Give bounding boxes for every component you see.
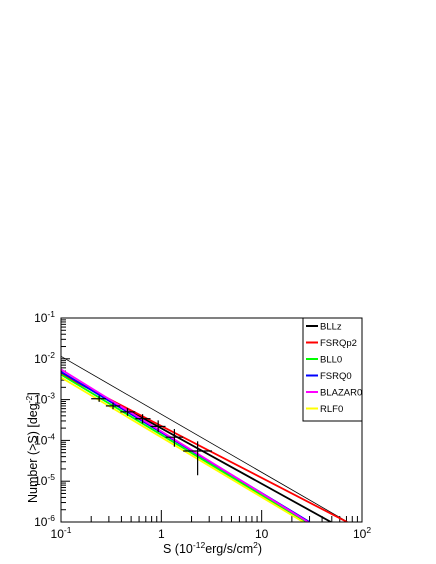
legend-item-blazar0: BLAZAR0: [306, 388, 362, 399]
x-tick-label: 10-1: [51, 525, 72, 541]
series-line-rlf0: [61, 376, 304, 522]
legend-label: FSRQp2: [320, 338, 357, 349]
legend-item-rlf0: RLF0: [306, 404, 343, 415]
x-tick-label: 102: [353, 525, 371, 541]
data-point: [150, 420, 166, 433]
y-tick-label: 10-3: [34, 391, 55, 407]
data-point: [165, 429, 184, 447]
legend-item-bllz: BLLz: [306, 322, 342, 333]
series-line-blazar0: [61, 368, 309, 522]
legend-label: BLLz: [320, 322, 342, 333]
y-tick-label: 10-1: [34, 309, 55, 325]
x-tick-label: 10: [255, 527, 269, 541]
legend: BLLz FSRQp2 BLL0 FSRQ0 BLAZAR0 RLF0: [302, 317, 363, 422]
x-tick-label: 1: [158, 527, 165, 541]
legend-item-bll0: BLL0: [306, 355, 342, 366]
x-axis-label: S (10-12erg/s/cm2): [163, 540, 262, 556]
data-point: [135, 414, 151, 424]
x-tick-labels: 10-1 1 10 102: [51, 525, 372, 541]
data-points-layer: [91, 395, 213, 476]
y-tick-label: 10-4: [34, 431, 55, 447]
y-tick-labels: 10-6 10-5 10-4 10-3 10-2 10-1: [34, 309, 55, 529]
legend-label: FSRQ0: [320, 371, 352, 382]
data-point: [91, 395, 106, 402]
data-point: [105, 402, 121, 410]
y-tick-label: 10-6: [34, 513, 55, 529]
y-tick-label: 10-5: [34, 472, 55, 488]
data-point: [120, 408, 136, 416]
legend-item-fsrq0: FSRQ0: [306, 371, 352, 382]
series-line-reference: [61, 355, 348, 522]
legend-item-fsrqp2: FSRQp2: [306, 338, 357, 349]
y-tick-label: 10-2: [34, 350, 55, 366]
series-layer: [61, 355, 348, 522]
legend-box: [302, 317, 363, 422]
tick-marks-layer: [60, 319, 358, 523]
legend-label: BLL0: [320, 355, 342, 366]
series-line-bll0: [61, 373, 307, 522]
data-point: [183, 441, 213, 476]
y-axis-label: Number (>S) [deg-2]: [24, 392, 40, 503]
legend-label: RLF0: [320, 404, 343, 415]
legend-label: BLAZAR0: [320, 388, 362, 399]
